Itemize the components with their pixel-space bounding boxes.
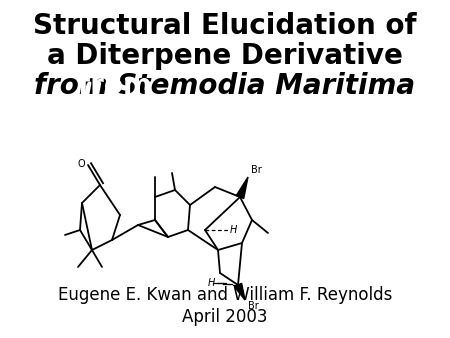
Text: from Stemodia Maritima: from Stemodia Maritima	[35, 72, 415, 100]
Text: H: H	[230, 225, 238, 235]
Polygon shape	[234, 283, 245, 300]
Text: Br: Br	[248, 301, 259, 311]
Text: Br: Br	[251, 165, 262, 175]
Text: from: from	[78, 72, 162, 100]
Text: H: H	[207, 278, 215, 288]
Text: O: O	[77, 159, 85, 169]
Text: Eugene E. Kwan and William F. Reynolds: Eugene E. Kwan and William F. Reynolds	[58, 286, 392, 304]
Text: a Diterpene Derivative: a Diterpene Derivative	[47, 42, 403, 70]
Polygon shape	[236, 177, 248, 198]
Text: April 2003: April 2003	[182, 308, 268, 326]
Text: Structural Elucidation of: Structural Elucidation of	[33, 12, 417, 40]
